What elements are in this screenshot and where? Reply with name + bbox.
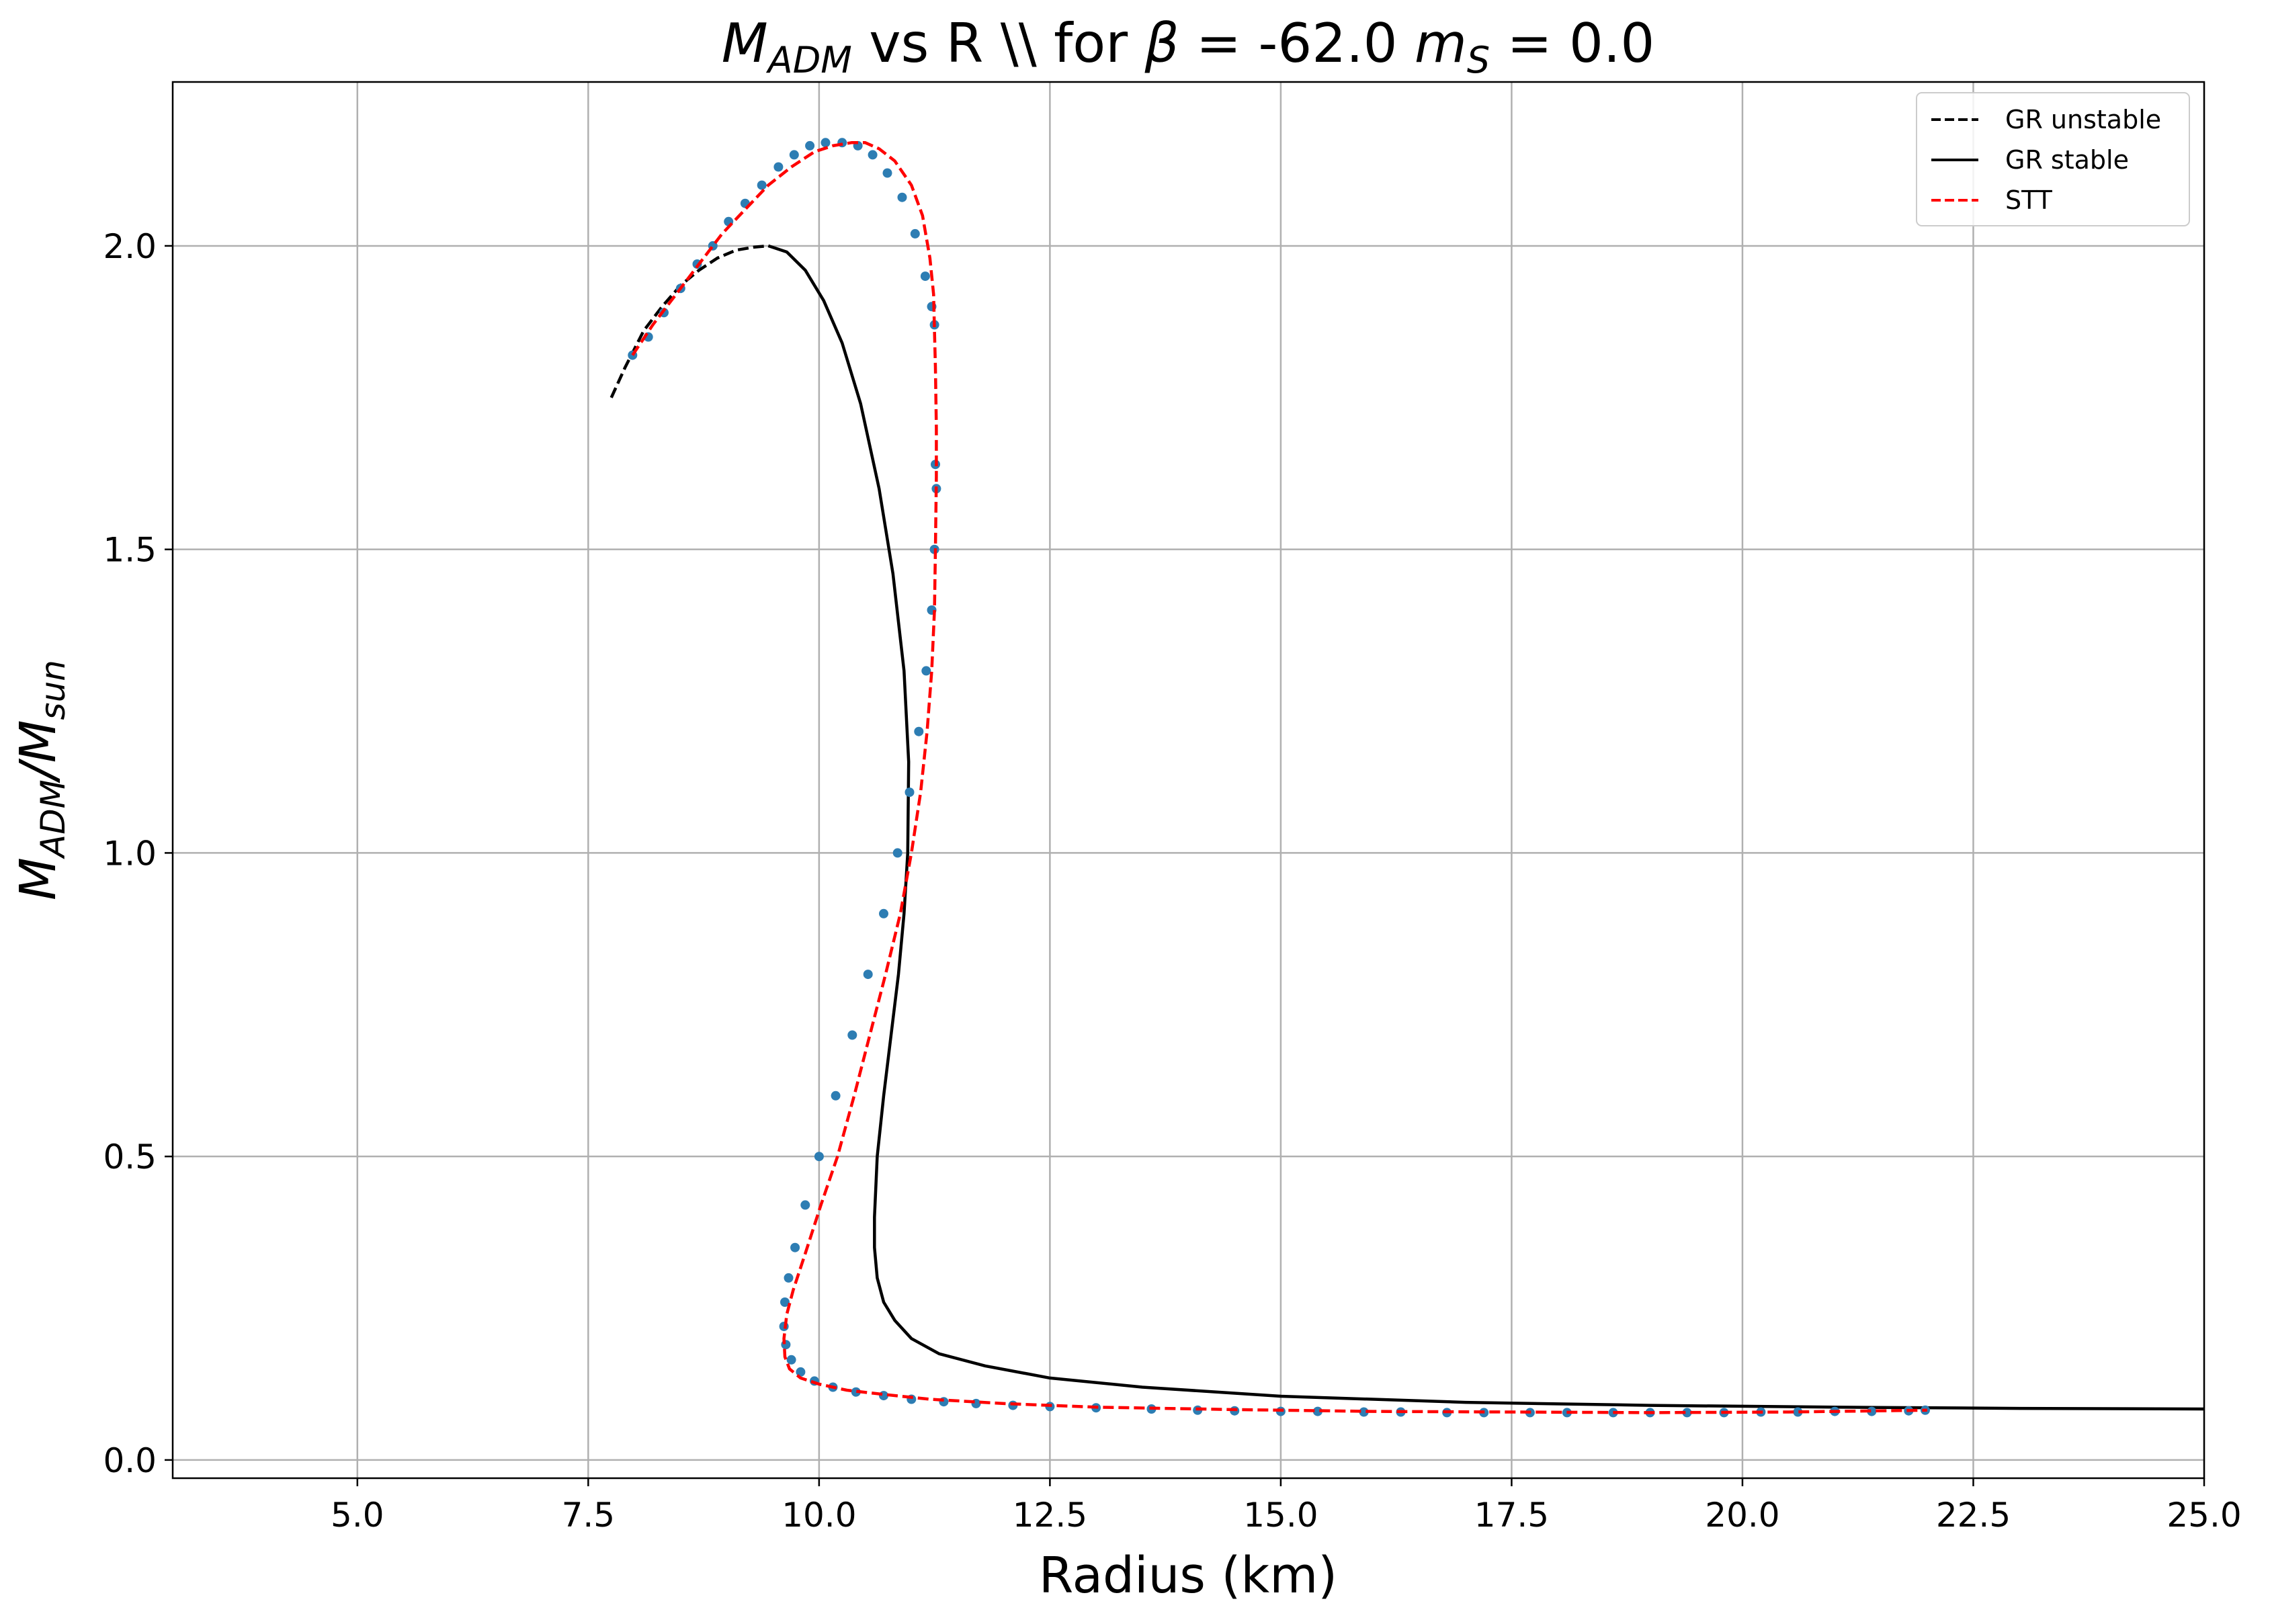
data-point — [868, 150, 878, 160]
legend-label-gr-unstable: GR unstable — [2005, 105, 2161, 134]
data-point — [786, 1355, 796, 1365]
y-tick-label: 0.0 — [103, 1441, 157, 1480]
data-point — [905, 787, 915, 798]
data-point — [790, 1242, 800, 1252]
data-point — [892, 848, 902, 858]
series-line-stt — [631, 141, 1927, 1414]
data-point — [780, 1297, 790, 1307]
legend-label-gr-stable: GR stable — [2005, 145, 2129, 175]
data-markers — [628, 138, 1930, 1418]
data-point — [1312, 1406, 1322, 1416]
data-point — [847, 1030, 857, 1040]
y-tick-label: 2.0 — [103, 227, 157, 266]
legend: GR unstable GR stable STT — [1916, 92, 2190, 226]
data-point — [814, 1152, 824, 1162]
chart-title: MADM vs R \\ for β = -62.0 mS = 0.0 — [722, 12, 1655, 81]
y-tick-label: 1.5 — [103, 531, 157, 570]
legend-box — [1916, 92, 2190, 226]
x-tick-label: 20.0 — [1705, 1496, 1779, 1535]
data-point — [821, 138, 831, 148]
y-tick-label: 0.5 — [103, 1138, 157, 1177]
x-tick-label: 15.0 — [1243, 1496, 1318, 1535]
y-axis-label: MADM/Msun — [9, 660, 73, 900]
x-axis-label: Radius (km) — [1039, 1547, 1337, 1605]
data-point — [781, 1340, 791, 1350]
data-point — [882, 168, 892, 178]
series-line-gr-stable — [767, 244, 2205, 1411]
x-tick-label: 22.5 — [1936, 1496, 2011, 1535]
grid-lines — [173, 82, 2205, 1478]
x-tick-label: 17.5 — [1474, 1496, 1549, 1535]
data-point — [831, 1091, 841, 1101]
data-point — [879, 908, 888, 918]
x-tick-label: 25.0 — [2167, 1496, 2241, 1535]
data-point — [773, 162, 784, 172]
data-point — [789, 150, 799, 160]
x-tick-label: 10.0 — [782, 1496, 856, 1535]
data-point — [805, 140, 815, 151]
data-point — [757, 180, 767, 190]
x-tick-label: 7.5 — [562, 1496, 616, 1535]
legend-label-stt: STT — [2005, 185, 2053, 215]
plot-frame — [171, 81, 2205, 1480]
x-tick-label: 5.0 — [331, 1496, 384, 1535]
data-point — [1867, 1406, 1877, 1416]
data-point — [800, 1200, 810, 1210]
data-point — [910, 228, 920, 239]
data-point — [784, 1273, 794, 1283]
y-tick-label: 1.0 — [103, 834, 157, 873]
data-point — [897, 192, 907, 202]
data-point — [1682, 1408, 1692, 1418]
data-point — [863, 970, 873, 980]
data-point — [851, 1387, 861, 1397]
data-point — [1793, 1407, 1803, 1417]
y-axis-ticks: 0.0 0.5 1.0 1.5 2.0 — [103, 227, 173, 1480]
data-point — [1359, 1407, 1369, 1417]
data-point — [914, 726, 924, 736]
x-axis-ticks: 5.0 7.5 10.0 12.5 15.0 17.5 20.0 22.5 25.0 — [331, 1478, 2242, 1535]
x-tick-label: 12.5 — [1013, 1496, 1087, 1535]
data-point — [921, 666, 931, 676]
data-point — [920, 271, 930, 282]
